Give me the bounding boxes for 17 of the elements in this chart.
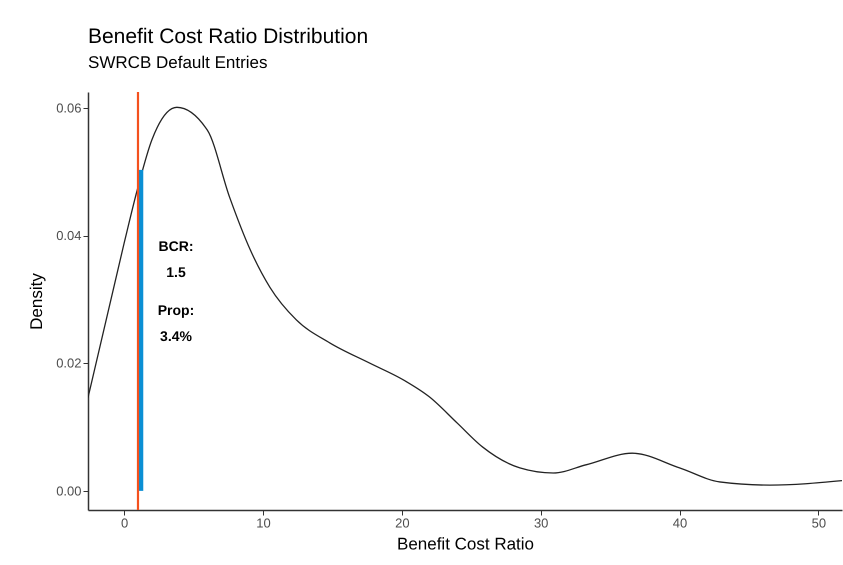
- chart-title: Benefit Cost Ratio Distribution: [88, 24, 368, 48]
- x-tick-label: 40: [672, 516, 688, 530]
- x-tick-label: 30: [534, 516, 548, 530]
- chart-subtitle: SWRCB Default Entries: [88, 52, 268, 72]
- y-tick-label: 0.06: [56, 100, 82, 116]
- x-tick-label: 50: [812, 516, 826, 530]
- annotation: Prop: 3.4%: [158, 302, 194, 344]
- line-series: [88, 106, 842, 486]
- annotation: BCR: 1.5: [158, 238, 194, 280]
- x-tick-label: 10: [256, 516, 271, 530]
- x-tick-label: 20: [395, 516, 410, 530]
- x-tick-label: 0: [120, 516, 128, 530]
- y-axis-title: Density: [27, 272, 46, 330]
- x-axis-title: Benefit Cost Ratio: [396, 534, 534, 554]
- y-tick-label: 0.00: [56, 483, 82, 498]
- y-tick-label: 0.04: [56, 228, 82, 244]
- y-tick-label: 0.02: [56, 356, 82, 371]
